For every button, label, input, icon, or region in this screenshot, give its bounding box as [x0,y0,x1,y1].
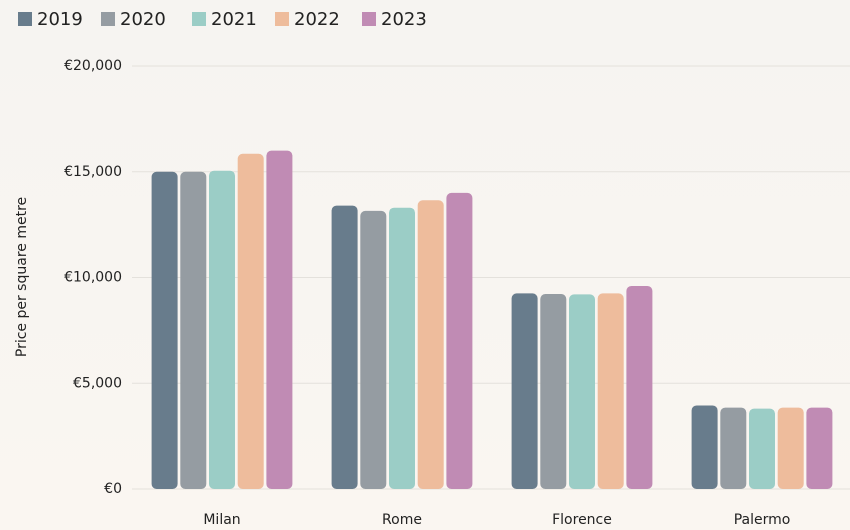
y-axis-label: Price per square metre [14,197,30,357]
x-tick-label: Milan [203,512,240,528]
legend-swatch [362,12,376,26]
bar [360,210,387,489]
x-tick-label: Palermo [734,512,791,528]
bar [806,407,833,489]
legend-swatch [192,12,206,26]
x-tick-label: Florence [552,512,612,528]
legend-label: 2023 [381,9,427,30]
bar [720,407,747,489]
bar [540,293,567,489]
y-tick-label: €0 [104,481,122,497]
bar [209,170,235,489]
bar [749,408,775,489]
bar [691,405,718,489]
bar [597,293,624,489]
y-tick-label: €5,000 [73,375,122,391]
y-tick-label: €10,000 [64,270,122,286]
bar [180,171,207,489]
bar [569,294,595,489]
y-tick-label: €15,000 [64,164,122,180]
legend-swatch [275,12,289,26]
bar [511,293,538,489]
bar [417,200,444,490]
bar [151,171,178,489]
legend-label: 2022 [294,9,340,30]
bar [389,207,415,489]
legend-label: 2020 [120,9,166,30]
bar [331,205,358,489]
legend-label: 2019 [37,9,83,30]
bar [626,285,653,489]
bar [446,192,473,489]
bar [777,407,804,489]
x-tick-label: Rome [382,512,422,528]
bar [266,150,293,489]
legend-swatch [101,12,115,26]
legend-label: 2021 [211,9,257,30]
legend-swatch [18,12,32,26]
y-tick-label: €20,000 [64,58,122,74]
bar [237,153,264,489]
